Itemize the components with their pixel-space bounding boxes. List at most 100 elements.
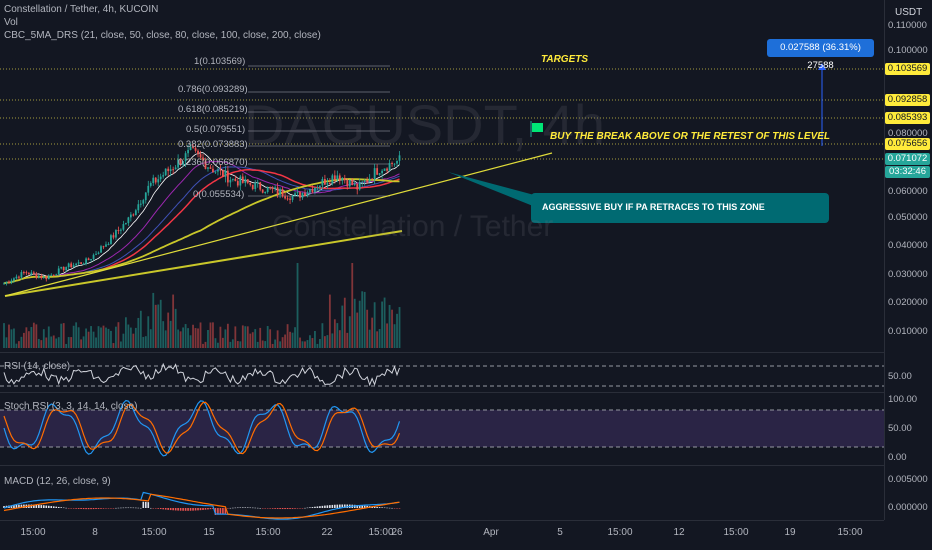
- macd-histogram-bar[interactable]: [358, 505, 361, 508]
- macd-histogram-bar[interactable]: [279, 508, 281, 509]
- volume-bar[interactable]: [87, 331, 90, 348]
- volume-bar[interactable]: [289, 331, 291, 348]
- volume-bar[interactable]: [326, 335, 329, 348]
- macd-histogram-bar[interactable]: [301, 508, 304, 509]
- volume-bar[interactable]: [147, 316, 150, 348]
- macd-histogram-bar[interactable]: [324, 505, 326, 508]
- candle[interactable]: [371, 177, 374, 180]
- candle[interactable]: [256, 179, 259, 188]
- volume-bar[interactable]: [162, 321, 165, 348]
- macd-histogram-bar[interactable]: [35, 504, 38, 508]
- candle[interactable]: [105, 241, 107, 247]
- volume-bar[interactable]: [259, 327, 262, 348]
- candle[interactable]: [32, 270, 35, 275]
- volume-bar[interactable]: [97, 326, 100, 348]
- macd-histogram-bar[interactable]: [339, 504, 341, 508]
- macd-histogram-bar[interactable]: [232, 507, 234, 509]
- candle[interactable]: [378, 173, 381, 176]
- candle[interactable]: [286, 195, 289, 201]
- macd-histogram-bar[interactable]: [234, 507, 237, 509]
- macd-histogram-bar[interactable]: [388, 507, 391, 509]
- volume-bar[interactable]: [122, 333, 125, 348]
- candle[interactable]: [50, 273, 53, 277]
- volume-bar[interactable]: [266, 326, 269, 348]
- volume-bar[interactable]: [77, 327, 80, 348]
- candle[interactable]: [154, 177, 157, 185]
- macd-histogram-bar[interactable]: [13, 505, 15, 508]
- macd-histogram-bar[interactable]: [334, 504, 336, 508]
- macd-histogram-bar[interactable]: [80, 508, 82, 510]
- volume-bar[interactable]: [323, 336, 326, 348]
- macd-histogram-bar[interactable]: [199, 508, 202, 511]
- macd-histogram-bar[interactable]: [251, 507, 254, 509]
- candle[interactable]: [117, 226, 120, 235]
- macd-histogram-bar[interactable]: [120, 507, 122, 509]
- volume-bar[interactable]: [52, 335, 55, 348]
- macd-histogram-bar[interactable]: [65, 507, 67, 509]
- volume-bar[interactable]: [246, 326, 249, 348]
- macd-histogram-bar[interactable]: [137, 507, 140, 509]
- volume-bar[interactable]: [311, 338, 314, 348]
- candle[interactable]: [217, 167, 219, 176]
- candle[interactable]: [25, 270, 28, 276]
- macd-histogram-bar[interactable]: [376, 506, 378, 508]
- candle[interactable]: [164, 168, 167, 176]
- candle[interactable]: [127, 216, 130, 226]
- macd-histogram-bar[interactable]: [102, 508, 105, 509]
- volume-bar[interactable]: [72, 325, 75, 348]
- volume-bar[interactable]: [291, 332, 294, 348]
- volume-bar[interactable]: [189, 335, 192, 348]
- candle[interactable]: [386, 167, 388, 174]
- volume-bar[interactable]: [391, 309, 393, 348]
- macd-histogram-bar[interactable]: [122, 507, 125, 509]
- candle[interactable]: [343, 174, 346, 184]
- macd-histogram-bar[interactable]: [319, 506, 321, 508]
- candle[interactable]: [368, 174, 371, 183]
- candle[interactable]: [204, 157, 207, 170]
- macd-histogram-bar[interactable]: [87, 508, 90, 510]
- volume-bar[interactable]: [67, 337, 70, 348]
- candle[interactable]: [336, 170, 339, 183]
- volume-bar[interactable]: [209, 322, 212, 348]
- macd-histogram-bar[interactable]: [72, 508, 75, 509]
- candle[interactable]: [373, 163, 376, 185]
- candle[interactable]: [254, 180, 257, 192]
- volume-bar[interactable]: [316, 343, 319, 348]
- macd-histogram-bar[interactable]: [222, 508, 224, 515]
- volume-bar[interactable]: [80, 339, 83, 348]
- macd-histogram-bar[interactable]: [130, 507, 132, 509]
- candle[interactable]: [358, 178, 361, 191]
- candle[interactable]: [100, 244, 102, 253]
- candle[interactable]: [115, 229, 117, 240]
- candle[interactable]: [316, 185, 319, 191]
- candle[interactable]: [246, 179, 249, 185]
- candle[interactable]: [27, 271, 30, 275]
- candle[interactable]: [234, 175, 237, 182]
- macd-histogram-bar[interactable]: [289, 508, 291, 509]
- candle[interactable]: [57, 265, 60, 276]
- macd-histogram-bar[interactable]: [174, 508, 177, 511]
- candle[interactable]: [149, 181, 152, 188]
- stoch-legend[interactable]: Stoch RSI (3, 3, 14, 14, close): [4, 401, 138, 412]
- macd-histogram-bar[interactable]: [286, 508, 289, 509]
- macd-histogram-bar[interactable]: [30, 504, 33, 508]
- macd-histogram-bar[interactable]: [62, 507, 65, 509]
- candle[interactable]: [80, 262, 83, 265]
- candle[interactable]: [271, 186, 274, 194]
- candle[interactable]: [20, 270, 23, 280]
- macd-histogram-bar[interactable]: [378, 507, 381, 508]
- volume-bar[interactable]: [254, 329, 257, 348]
- volume-bar[interactable]: [194, 328, 197, 348]
- candle[interactable]: [276, 182, 279, 198]
- candle[interactable]: [306, 190, 309, 198]
- macd-histogram-bar[interactable]: [266, 508, 269, 509]
- macd-histogram-bar[interactable]: [107, 508, 110, 509]
- volume-bar[interactable]: [336, 323, 339, 348]
- volume-bar[interactable]: [70, 337, 73, 348]
- macd-histogram-bar[interactable]: [177, 508, 179, 511]
- candle[interactable]: [353, 180, 356, 187]
- volume-bar[interactable]: [157, 304, 160, 348]
- macd-histogram-bar[interactable]: [329, 505, 331, 508]
- macd-histogram-bar[interactable]: [304, 507, 306, 509]
